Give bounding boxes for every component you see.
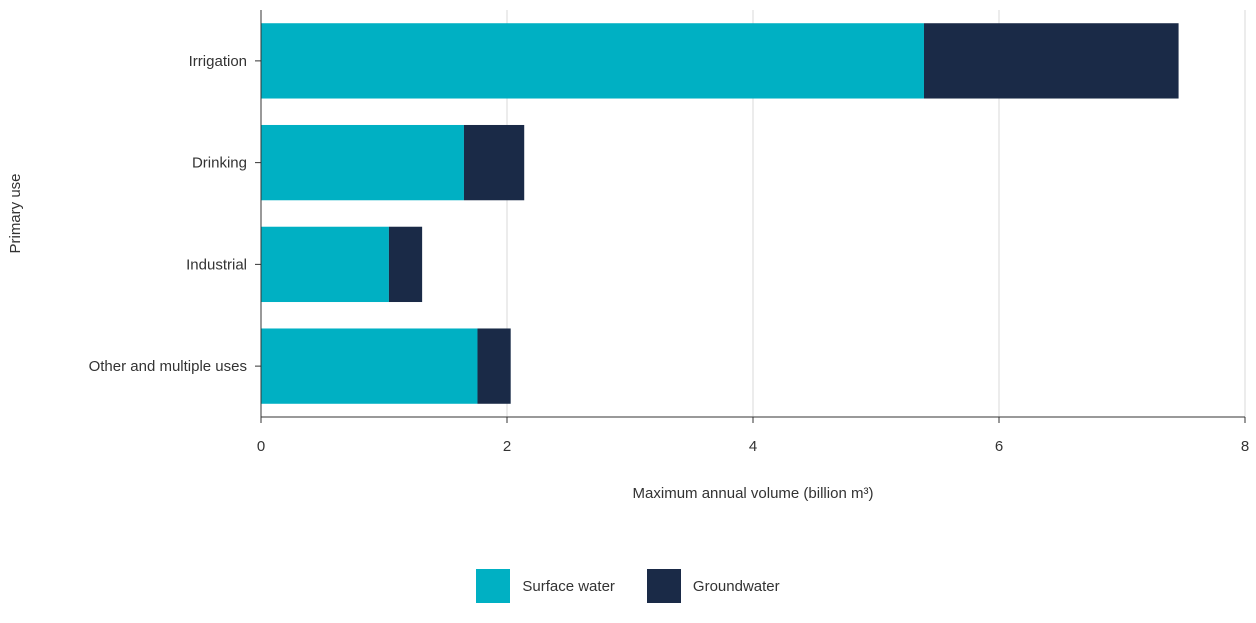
x-tick-label-6: 6 — [995, 438, 1003, 455]
y-tick-label-irrigation: Irrigation — [189, 53, 247, 70]
legend-label-groundwater: Groundwater — [692, 577, 780, 595]
bar-industrial-groundwater — [388, 226, 423, 303]
x-axis-title: Maximum annual volume (billion m³) — [633, 485, 874, 502]
bar-drinking-surface-water — [261, 124, 464, 201]
bar-other-and-multiple-uses-groundwater — [477, 328, 511, 404]
x-tick-label-2: 2 — [503, 438, 511, 455]
legend-swatch-surface-water — [476, 569, 511, 603]
x-tick-label-4: 4 — [749, 438, 757, 455]
y-axis-title: Primary use — [7, 173, 24, 253]
axes: 0 2 4 6 8 Irrigation Drinking Industrial Other a… — [89, 10, 1249, 455]
legend-item-groundwater: Groundwater — [646, 569, 780, 603]
bar-other-and-multiple-uses-surface-water — [261, 328, 478, 404]
x-tick-label-0: 0 — [257, 438, 265, 455]
x-tick-label-8: 8 — [1241, 438, 1249, 455]
legend: Surface water Groundwater — [0, 569, 1256, 603]
legend-item-surface-water: Surface water — [476, 569, 615, 603]
y-tick-label-other-and-multiple-uses: Other and multiple uses — [89, 358, 247, 375]
bar-drinking-groundwater — [463, 124, 525, 201]
y-tick-label-drinking: Drinking — [192, 155, 247, 172]
legend-label-surface-water: Surface water — [522, 577, 615, 595]
bars — [261, 23, 1179, 404]
legend-swatch-groundwater — [646, 569, 681, 603]
bar-irrigation-groundwater — [923, 23, 1179, 99]
bar-industrial-surface-water — [261, 226, 389, 303]
bar-irrigation-surface-water — [261, 23, 924, 99]
y-tick-label-industrial: Industrial — [186, 256, 247, 273]
